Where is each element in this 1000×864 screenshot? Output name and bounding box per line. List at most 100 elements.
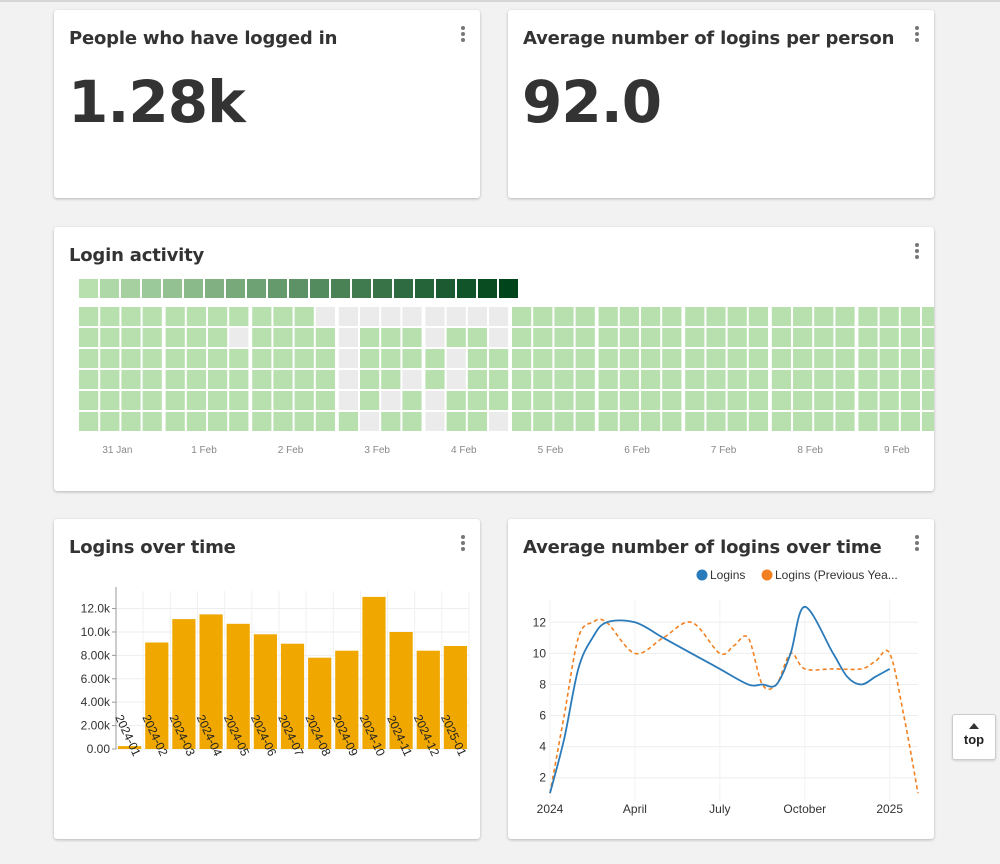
heatmap-cell	[771, 349, 791, 368]
scroll-to-top-button[interactable]: top	[952, 714, 996, 760]
legend-swatch	[205, 279, 224, 298]
heatmap-cell	[685, 412, 705, 431]
heatmap-cell	[814, 307, 834, 326]
heatmap-cell	[748, 391, 768, 410]
heatmap-cell	[922, 391, 934, 410]
heatmap-cell	[619, 412, 639, 431]
heatmap-cell	[446, 391, 466, 410]
heatmap-cell	[165, 412, 185, 431]
heatmap-cell	[748, 370, 768, 389]
heatmap-cell	[315, 328, 335, 347]
login-activity-card: Login activity 31 Jan 1 Feb 2 Feb 3 Feb 4 Fe…	[54, 227, 934, 491]
heatmap-cell	[100, 349, 120, 368]
heatmap-cell	[922, 328, 934, 347]
heatmap-cell	[922, 412, 934, 431]
heatmap-cell	[402, 412, 422, 431]
heatmap-cell	[446, 328, 466, 347]
heatmap-cell	[641, 307, 661, 326]
heatmap-cell	[79, 307, 99, 326]
heatmap-cell	[598, 370, 618, 389]
people-logged-in-card: People who have logged in 1.28k	[54, 10, 480, 198]
heatmap-cell	[706, 328, 726, 347]
legend-swatch	[331, 279, 350, 298]
x-tick-label: 3 Feb	[364, 445, 390, 456]
legend-swatch	[499, 279, 518, 298]
heatmap-cell	[229, 370, 249, 389]
legend-swatch	[226, 279, 245, 298]
heatmap-cell	[273, 349, 293, 368]
heatmap-cell	[142, 370, 162, 389]
heatmap-cell	[467, 349, 487, 368]
heatmap-cell	[186, 370, 206, 389]
y-tick-label: 12.0k	[81, 602, 111, 616]
bar	[199, 614, 223, 749]
heatmap-cell	[748, 412, 768, 431]
heatmap-cell	[619, 391, 639, 410]
heatmap-cell	[598, 391, 618, 410]
heatmap-cell	[208, 328, 228, 347]
more-options-icon[interactable]	[914, 243, 920, 261]
heatmap-cell	[229, 307, 249, 326]
heatmap-cell	[662, 349, 682, 368]
y-tick-label: 2.00k	[81, 719, 111, 733]
login-activity-heatmap: 31 Jan 1 Feb 2 Feb 3 Feb 4 Feb 5 Feb 6 Feb 7 Fe…	[79, 279, 934, 456]
heatmap-cell	[835, 349, 855, 368]
heatmap-cell	[446, 370, 466, 389]
heatmap-cell	[338, 412, 358, 431]
x-tick-label: 2025	[876, 802, 903, 816]
series-line-logins	[549, 605, 891, 794]
x-tick-label: 2024	[537, 802, 564, 816]
average-logins-value: 92.0	[522, 68, 662, 136]
more-options-icon[interactable]	[914, 26, 920, 44]
heatmap-cell	[727, 349, 747, 368]
heatmap-cell	[641, 412, 661, 431]
heatmap-cell	[879, 307, 899, 326]
heatmap-cell	[79, 370, 99, 389]
heatmap-cell	[727, 328, 747, 347]
heatmap-cell	[402, 328, 422, 347]
heatmap-cell	[575, 349, 595, 368]
heatmap-cell	[338, 370, 358, 389]
heatmap-cell	[121, 328, 141, 347]
heatmap-cell	[879, 370, 899, 389]
heatmap-cell	[727, 412, 747, 431]
x-tick-label: July	[709, 802, 730, 816]
bar	[416, 650, 440, 749]
bar	[226, 623, 250, 749]
more-options-icon[interactable]	[914, 535, 920, 553]
heatmap-cell	[381, 370, 401, 389]
y-tick-label: 6	[539, 709, 546, 723]
heatmap-cell	[121, 307, 141, 326]
heatmap-cell	[879, 349, 899, 368]
heatmap-cell	[338, 349, 358, 368]
heatmap-cell	[771, 391, 791, 410]
legend-swatch	[457, 279, 476, 298]
heatmap-cell	[554, 328, 574, 347]
heatmap-cell	[425, 307, 445, 326]
heatmap-cell	[512, 370, 532, 389]
y-tick-label: 2	[539, 771, 546, 785]
legend-swatch	[478, 279, 497, 298]
heatmap-cell	[598, 307, 618, 326]
legend-swatch	[184, 279, 203, 298]
heatmap-cell	[793, 391, 813, 410]
heatmap-cell	[252, 370, 272, 389]
heatmap-cell	[294, 370, 314, 389]
heatmap-cell	[165, 349, 185, 368]
heatmap-cell	[512, 328, 532, 347]
heatmap-cell	[793, 307, 813, 326]
more-options-icon[interactable]	[460, 26, 466, 44]
heatmap-cell	[360, 412, 380, 431]
more-options-icon[interactable]	[460, 535, 466, 553]
heatmap-cell	[186, 328, 206, 347]
heatmap-cell	[467, 328, 487, 347]
legend-swatch	[142, 279, 161, 298]
heatmap-cell	[186, 349, 206, 368]
heatmap-cell	[338, 307, 358, 326]
heatmap-cell	[229, 328, 249, 347]
heatmap-cell	[208, 349, 228, 368]
heatmap-cell	[252, 412, 272, 431]
y-tick-label: 10.0k	[81, 625, 111, 639]
legend-swatch	[310, 279, 329, 298]
heatmap-cell	[360, 307, 380, 326]
